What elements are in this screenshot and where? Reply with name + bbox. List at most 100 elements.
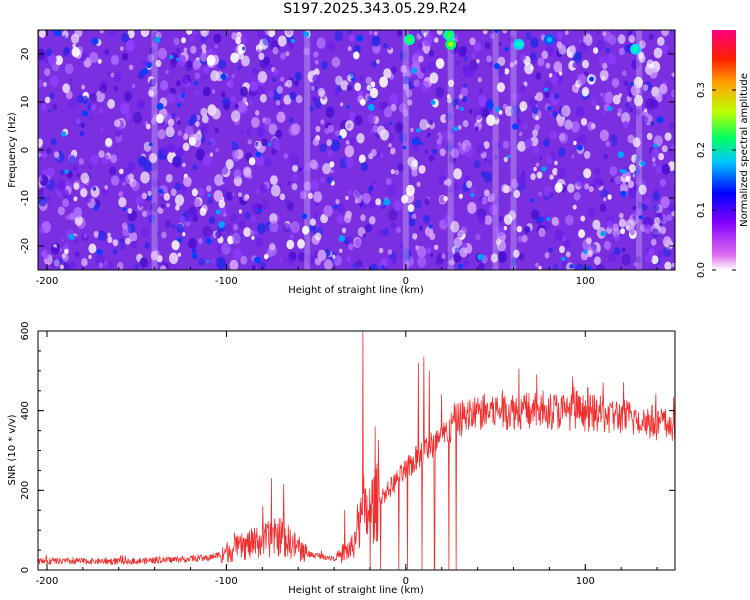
heatmap-cell: [247, 139, 252, 145]
heatmap-cell: [530, 37, 539, 48]
heatmap-cell: [565, 251, 571, 258]
heatmap-cell: [326, 139, 333, 147]
heatmap-cell: [186, 211, 194, 222]
heatmap-cell: [173, 37, 180, 46]
heatmap-cell: [44, 96, 51, 104]
heatmap-cell: [478, 215, 486, 225]
heatmap-cell: [481, 196, 488, 205]
heatmap-cell: [238, 209, 243, 214]
heatmap-cell: [320, 119, 325, 125]
heatmap-cell: [111, 85, 116, 90]
heatmap-cell: [294, 80, 299, 87]
heatmap-cell: [199, 207, 207, 216]
heatmap-cell: [609, 133, 617, 143]
heatmap-cell: [530, 173, 536, 181]
heatmap-cell: [387, 45, 392, 51]
heatmap-cell: [200, 36, 205, 42]
heatmap-cell: [638, 215, 643, 220]
heatmap-cell: [99, 83, 108, 94]
heatmap-cell: [98, 150, 105, 158]
heatmap-cell: [101, 187, 109, 197]
heatmap-cell: [513, 60, 518, 65]
heatmap-cell: [292, 164, 298, 172]
heatmap-cell: [168, 252, 179, 265]
heatmap-cell: [269, 213, 278, 224]
heatmap-cell: [112, 248, 117, 255]
heatmap-y-axis: -20 -10 0 10 20: [20, 48, 675, 254]
heatmap-cell: [179, 216, 187, 225]
colorbar-tick-label: 0.3: [696, 82, 707, 98]
heatmap-cell: [504, 105, 514, 117]
heatmap-cell: [242, 46, 246, 51]
heatmap-cell: [510, 257, 518, 267]
heatmap-cell: [258, 52, 265, 61]
heatmap-cell: [140, 171, 150, 184]
heatmap-cell: [618, 47, 625, 56]
heatmap-cell: [640, 114, 648, 125]
heatmap-cell: [418, 42, 423, 49]
heatmap-cell: [439, 148, 446, 157]
heatmap-cell: [613, 247, 621, 256]
heatmap-cell: [662, 236, 672, 248]
heatmap-cell: [104, 185, 108, 190]
heatmap-cell: [277, 35, 287, 47]
heatmap-cell: [493, 63, 500, 70]
heatmap-cell: [248, 157, 256, 166]
heatmap-cell: [368, 216, 376, 225]
heatmap-cell: [618, 218, 627, 228]
heatmap-cell: [419, 119, 429, 131]
heatmap-cell: [458, 46, 467, 57]
heatmap-cell: [314, 232, 322, 241]
heatmap-cell: [544, 252, 550, 259]
heatmap-cell: [231, 74, 235, 79]
heatmap-cell: [416, 245, 427, 258]
heatmap-cell: [62, 198, 70, 208]
heatmap-cell: [170, 188, 177, 197]
heatmap-cell: [264, 30, 271, 35]
heatmap-cell: [611, 78, 620, 88]
heatmap-cell: [369, 263, 379, 270]
heatmap-cell: [429, 253, 434, 258]
heatmap-cell: [436, 30, 443, 35]
heatmap-cell: [68, 155, 76, 165]
heatmap-cell: [441, 253, 447, 260]
heatmap-cell: [660, 226, 667, 235]
heatmap-cell: [399, 50, 408, 61]
heatmap-cell: [516, 225, 523, 233]
heatmap-cell: [584, 150, 591, 159]
heatmap-cell: [574, 89, 579, 94]
heatmap-cell: [469, 37, 476, 46]
heatmap-cell: [206, 260, 210, 263]
heatmap-cell: [223, 102, 230, 111]
heatmap-cell: [353, 189, 361, 198]
heatmap-cell: [536, 171, 543, 179]
heatmap-cell: [146, 62, 152, 69]
heatmap-cell: [259, 93, 267, 103]
heatmap-cell: [255, 237, 264, 248]
heatmap-cell: [579, 134, 588, 144]
heatmap-cell: [460, 226, 468, 235]
heatmap-cell: [183, 47, 188, 53]
heatmap-cell: [323, 205, 333, 217]
heatmap-cell: [423, 214, 430, 224]
heatmap-cell: [446, 142, 454, 152]
heatmap-cell: [85, 195, 92, 204]
heatmap-cell: [411, 138, 419, 146]
heatmap-cell: [378, 247, 384, 254]
heatmap-cell: [309, 106, 314, 112]
heatmap-streak: [510, 30, 517, 270]
heatmap-cell: [176, 102, 181, 108]
heatmap-cell: [407, 156, 416, 167]
heatmap-cell: [356, 34, 364, 42]
heatmap-cell: [602, 62, 608, 70]
heatmap-cell: [396, 30, 403, 37]
heatmap-cell: [558, 147, 566, 157]
heatmap-cell: [167, 118, 175, 127]
heatmap-cell: [666, 214, 673, 222]
heatmap-cell: [430, 100, 436, 105]
heatmap-cell: [368, 185, 374, 192]
heatmap-cell: [544, 91, 550, 98]
heatmap-cell: [552, 168, 559, 176]
heatmap-cell: [334, 89, 340, 96]
